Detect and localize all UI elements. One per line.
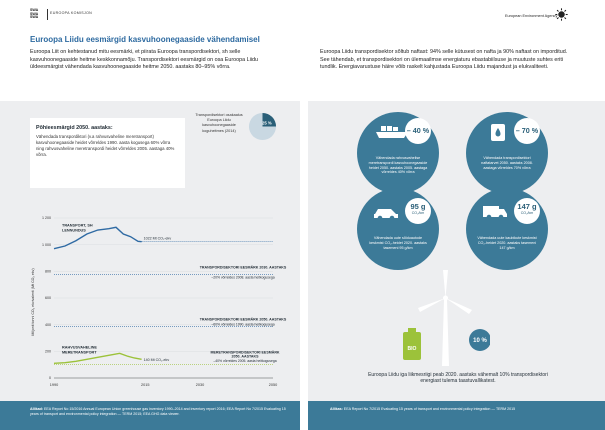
bubble-maritime-pct: – 40 %	[405, 118, 431, 144]
bubble-car-value: 95 g CO₂/km	[405, 198, 431, 224]
bubble-oil-pct: – 70 %	[514, 118, 540, 144]
target-card-title: Põhieesmärgid 2050. aastaks:	[36, 125, 113, 131]
chart-y-tick-label: 800	[45, 270, 51, 274]
transport-value-label: 1022 Mt CO₂-ekv	[144, 237, 172, 241]
series-transport-line	[53, 226, 142, 250]
footer-left-label: Allikad:	[30, 407, 43, 411]
bubble-car-caption: Vähendada uute sõiduautode keskmist CO₂-…	[369, 236, 427, 250]
chart-y-tick-label: 0	[49, 376, 51, 380]
series-maritime-label-2: MERETRANSPORT	[62, 350, 97, 354]
bubble-car-target: 95 g CO₂/km Vähendada uute sõiduautode k…	[357, 188, 439, 270]
bio-label: BIO	[408, 346, 417, 352]
eu-logo: SWA SWA SWA	[30, 8, 46, 20]
renewable-caption: Euroopa Liidu iga liikmesriigi peab 2020…	[368, 372, 548, 385]
footer-left-text: EEA Report No 15/2016 Annual European Un…	[30, 407, 286, 416]
renewable-pct: 10 %	[473, 338, 487, 344]
target-card-text: Vähendada transpordiktori (v.a rahvusvah…	[36, 134, 175, 157]
footer-bar-right	[308, 401, 605, 430]
bubble-car-unit: CO₂/km	[411, 211, 425, 215]
target-2050-title: TRANSPORDISEKTORI EESMÄRK 2050. AASTAKS	[200, 317, 287, 321]
chart-grid	[54, 217, 273, 379]
emissions-line-chart: 0 200 400 600 800 1 000 1 200 1990 2015 2030 2050…	[31, 216, 287, 387]
van-icon	[483, 206, 507, 220]
footer-bar-left	[0, 401, 300, 430]
bubble-oil-caption: Vähendada transpordisektori naftatarvet …	[481, 156, 533, 170]
series-transport-label-2: LENNUNDUS	[62, 229, 86, 233]
maritime-value-label: 140 Mt CO₂-ekv	[144, 358, 170, 362]
chart-target-lines	[54, 241, 273, 365]
share-pie-chart: 25 %	[248, 112, 277, 141]
share-pie-value: 25 %	[262, 121, 272, 126]
bubble-van-value: 147 g CO₂/km	[514, 198, 540, 224]
target-2030-title: TRANSPORDISEKTORI EESMÄRK 2030. AASTAKS	[200, 266, 287, 270]
chart-y-tick-label: 1 200	[42, 216, 51, 220]
maritime-target-title: MERETRANSPORDISEKTORI EESMÄRK	[210, 350, 279, 354]
ship-icon	[376, 126, 408, 138]
wind-turbine-illustration: BIO 10 %	[403, 270, 490, 366]
footer-sources-right: Allikas: EEA Report No 7/2015 Evaluating…	[330, 407, 590, 412]
page-title: Euroopa Liidu eesmärgid kasvuhoonegaasid…	[30, 35, 260, 44]
chart-x-tick-label: 2050	[269, 383, 277, 387]
bubble-van-caption: Vähendada uute kaubikute keskmist CO₂-he…	[477, 236, 537, 250]
bubble-van-num: 147 g	[517, 202, 537, 211]
oil-barrel-icon	[491, 124, 505, 141]
eea-sun-icon	[555, 8, 568, 21]
turbine-hub	[443, 295, 448, 301]
target-card: Põhieesmärgid 2050. aastaks: Vähendada t…	[30, 118, 185, 188]
footer-right-text: EEA Report No 7/2015 Evaluating 15 years…	[343, 407, 516, 411]
chart-x-tick-label: 2030	[196, 383, 204, 387]
logo-divider	[47, 9, 48, 20]
chart-x-tick-label: 2015	[141, 383, 149, 387]
eea-label: European Environment Agency	[505, 14, 558, 18]
bubble-maritime-caption: Vähendada rahvusvahelise meretranspordi …	[368, 156, 428, 175]
footer-sources-left: Allikad: EEA Report No 15/2016 Annual Eu…	[30, 407, 290, 417]
turbine-tower	[442, 300, 449, 366]
turbine-blades	[418, 270, 472, 314]
bubble-maritime-target: – 40 % Vähendada rahvusvahelise meretran…	[357, 112, 439, 194]
share-label: Transpordisektori osakaalus Euroopa Liid…	[195, 113, 243, 133]
bubble-van-unit: CO₂/km	[520, 211, 534, 215]
target-2050-text: –60% võrreldes 1990. aasta heitkogusega	[211, 322, 274, 326]
bio-canister-icon: BIO	[403, 328, 421, 360]
intro-left: Euroopa Liit on kehtestanud mitu eesmärk…	[30, 49, 259, 71]
top-bar: SWA SWA SWA EUROOPA KOMISJON European En…	[0, 0, 605, 24]
chart-y-ticks: 0 200 400 600 800 1 000 1 200	[42, 216, 51, 380]
chart-y-tick-label: 200	[45, 350, 51, 354]
chart-x-ticks: 1990 2015 2030 2050	[50, 383, 277, 387]
chart-y-tick-label: 400	[45, 323, 51, 327]
maritime-target-text: –40% võrreldes 2005. aasta heitkogusega	[213, 359, 276, 363]
target-2030-text: –20% võrreldes 2008. aasta heitkogusega	[211, 276, 274, 280]
bubble-van-target: 147 g CO₂/km Vähendada uute kaubikute ke…	[466, 188, 548, 270]
bubble-car-num: 95 g	[410, 202, 426, 211]
chart-y-tick-label: 600	[45, 296, 51, 300]
eu-label: EUROOPA KOMISJON	[50, 11, 93, 15]
renewable-pct-circle	[469, 329, 490, 351]
chart-y-tick-label: 1 000	[42, 243, 51, 247]
footer-right-label: Allikas:	[330, 407, 343, 411]
intro-right: Euroopa Liidu transpordisektor sõltub na…	[320, 49, 568, 71]
share-pie-slice	[262, 112, 277, 127]
maritime-target-title-2: 2050. AASTAKS	[232, 354, 260, 358]
chart-x-tick-label: 1990	[50, 383, 58, 387]
series-maritime-line	[53, 352, 142, 364]
series-transport-label: TRANSPORT, SH	[62, 224, 93, 228]
chart-y-axis-label: Miljonit tonni CO₂ ekvivalenti (Mt CO₂ e…	[31, 268, 35, 335]
bubble-oil-target: – 70 % Vähendada transpordisektori nafta…	[466, 112, 548, 194]
eu-logo-text: SWA SWA SWA	[30, 8, 39, 20]
series-maritime-label: RAHVUSVAHELINE	[62, 345, 97, 349]
car-icon	[374, 209, 398, 220]
